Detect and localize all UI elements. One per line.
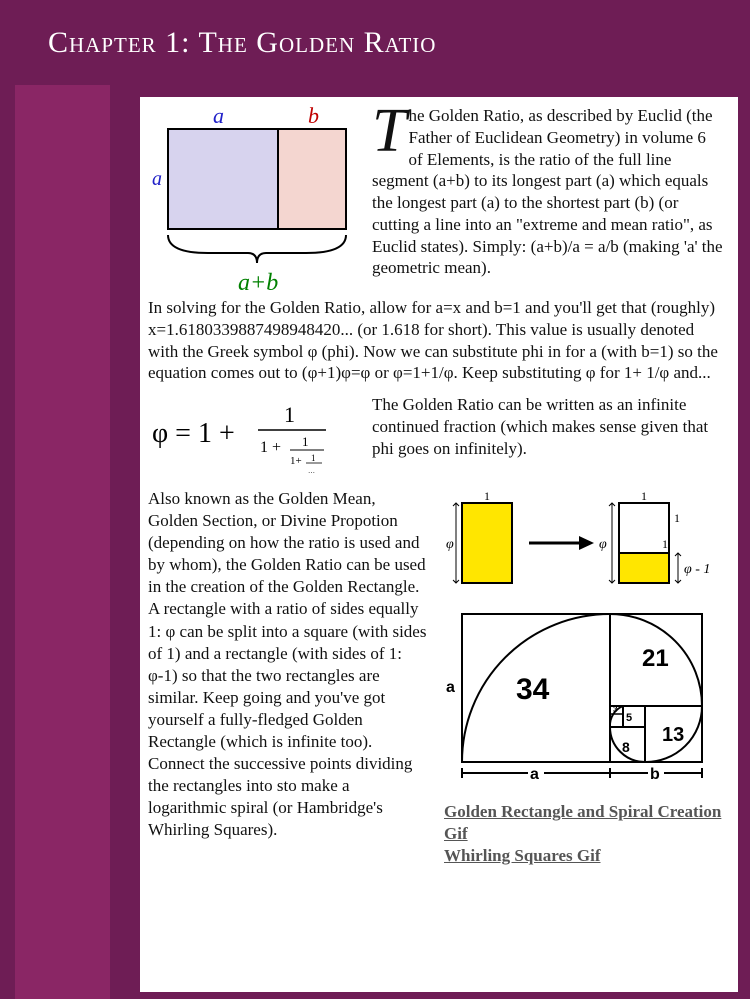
intro-paragraph: T he Golden Ratio, as described by Eucli… — [372, 105, 724, 295]
rect-b — [278, 129, 346, 229]
svg-text:1: 1 — [674, 511, 680, 525]
phi-split-diagram: 1 φ 1 1 1 φ — [444, 488, 724, 608]
svg-text:1: 1 — [284, 402, 295, 427]
svg-text:21: 21 — [642, 645, 669, 672]
intro-first-text: he Golden Ratio, as described by Euclid … — [372, 106, 723, 277]
links-block: Golden Rectangle and Spiral Creation Gif… — [444, 801, 724, 867]
svg-text:1 +: 1 + — [260, 439, 281, 456]
page-frame: a b a a+b T he Golden Ratio, as describe… — [0, 85, 750, 999]
svg-text:3: 3 — [613, 705, 618, 714]
svg-text:1: 1 — [662, 537, 668, 551]
svg-text:φ: φ — [446, 537, 454, 552]
continued-fraction-formula: φ = 1 + 1 1 + 1 1+ 1 … — [148, 394, 358, 480]
intro-body-text: In solving for the Golden Ratio, allow f… — [148, 297, 724, 384]
label-ab: a+b — [238, 270, 278, 295]
golden-rectangle-paragraph: Also known as the Golden Mean, Golden Se… — [148, 488, 428, 867]
svg-text:1: 1 — [302, 434, 309, 449]
label-a-side: a — [152, 168, 162, 190]
whirling-squares-gif-link[interactable]: Whirling Squares Gif — [444, 845, 724, 867]
svg-text:1: 1 — [641, 489, 647, 503]
svg-text:13: 13 — [662, 724, 684, 746]
dropcap: T — [372, 105, 408, 150]
svg-text:b: b — [650, 766, 660, 783]
svg-text:5: 5 — [626, 712, 632, 724]
label-a-top: a — [213, 105, 224, 128]
svg-text:a: a — [530, 766, 539, 783]
continued-fraction-note: The Golden Ratio can be written as an in… — [372, 394, 724, 460]
left-rect — [462, 503, 512, 583]
chapter-title: Chapter 1: The Golden Ratio — [48, 26, 436, 60]
svg-text:…: … — [308, 467, 315, 475]
cf-lhs: φ = 1 + — [152, 418, 235, 449]
svg-text:φ - 1: φ - 1 — [684, 562, 710, 577]
rect-a — [168, 129, 278, 229]
brace — [168, 235, 346, 263]
svg-text:34: 34 — [516, 673, 550, 706]
svg-text:8: 8 — [622, 739, 630, 755]
golden-segment-diagram: a b a a+b — [148, 105, 358, 295]
content-area: a b a a+b T he Golden Ratio, as describe… — [140, 97, 738, 992]
svg-text:1+: 1+ — [290, 455, 302, 467]
label-b-top: b — [308, 105, 319, 128]
svg-text:φ: φ — [599, 537, 607, 552]
left-sidebar — [15, 85, 110, 999]
golden-rectangle-gif-link[interactable]: Golden Rectangle and Spiral Creation Gif — [444, 801, 724, 845]
svg-text:1: 1 — [484, 489, 490, 503]
chapter-header: Chapter 1: The Golden Ratio — [0, 0, 750, 85]
svg-text:1: 1 — [311, 453, 316, 463]
svg-text:a: a — [446, 679, 455, 696]
fibonacci-spiral-diagram: 34 21 13 8 5 3 a a — [444, 608, 724, 793]
